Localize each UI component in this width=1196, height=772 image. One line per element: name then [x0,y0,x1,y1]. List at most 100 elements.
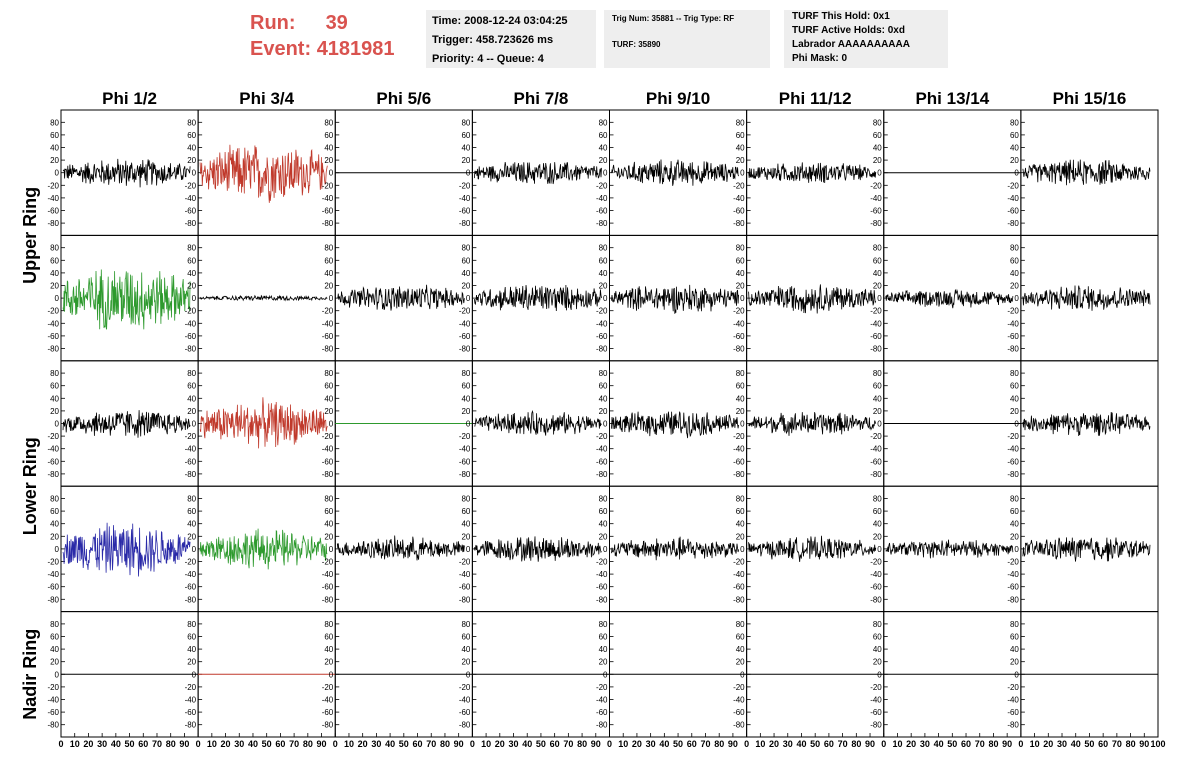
y-tick-label: -80 [47,470,59,479]
trace-waveform [1022,411,1151,437]
y-tick-label: -60 [185,708,197,717]
y-tick-label: 80 [736,118,745,127]
y-tick-label: -60 [1007,332,1019,341]
panel-r2-c1: 80 60 40 20 0 -20 -40 -60 -80 [185,360,336,487]
y-tick-label: 40 [873,520,882,529]
y-tick-label: -80 [47,721,59,730]
y-tick-label: 20 [736,156,745,165]
y-tick-label: 60 [1010,131,1019,140]
y-tick-label: -40 [185,194,197,203]
x-tick-label: 90 [591,739,601,749]
y-tick-label: 80 [187,369,196,378]
y-tick-label: -20 [185,683,197,692]
y-tick-label: 80 [324,118,333,127]
trace-waveform [62,410,191,438]
y-tick-label: 0 [877,670,882,679]
y-tick-label: 20 [736,658,745,667]
y-tick-label: -80 [870,470,882,479]
y-tick-label: -60 [596,583,608,592]
y-tick-label: -20 [185,307,197,316]
y-tick-label: 60 [324,382,333,391]
y-tick-label: 0 [1014,670,1019,679]
trace-waveform [62,158,191,188]
x-tick-label: 90 [728,739,738,749]
y-tick-label: -80 [322,721,334,730]
y-tick-label: -60 [322,332,334,341]
y-tick-label: -40 [870,445,882,454]
y-tick-label: -20 [870,181,882,190]
y-tick-label: 40 [736,269,745,278]
x-tick-label: 70 [975,739,985,749]
y-tick-label: -20 [733,432,745,441]
y-tick-label: -80 [185,721,197,730]
y-tick-label: 60 [1010,256,1019,265]
y-tick-label: 20 [599,658,608,667]
x-tick-label: 20 [83,739,93,749]
y-tick-label: -60 [459,207,471,216]
y-tick-label: 40 [187,645,196,654]
y-tick-label: -20 [596,181,608,190]
y-tick-label: -20 [1007,307,1019,316]
x-tick-label: 80 [988,739,998,749]
y-tick-label: -20 [459,307,471,316]
y-tick-label: 0 [192,420,197,429]
x-tick-label: 20 [632,739,642,749]
y-tick-label: 80 [50,369,59,378]
y-tick-label: 0 [466,169,471,178]
y-tick-label: 40 [736,144,745,153]
x-tick-label: 0 [744,739,749,749]
column-header-2: Phi 5/6 [376,89,431,108]
x-tick-label: 90 [1139,739,1149,749]
y-tick-label: 60 [50,507,59,516]
y-tick-label: 20 [599,532,608,541]
y-tick-label: -60 [870,457,882,466]
x-tick-label: 50 [536,739,546,749]
y-tick-label: -80 [322,595,334,604]
y-tick-label: -80 [322,219,334,228]
trace-waveform [611,284,739,314]
y-tick-label: -20 [596,307,608,316]
y-tick-label: 0 [329,420,334,429]
trace-waveform [62,522,191,577]
y-tick-label: -80 [870,721,882,730]
panel-r0-c5: 80 60 40 20 0 -20 -40 -60 -80 [733,109,885,236]
x-tick-label: 40 [1071,739,1081,749]
y-tick-label: -40 [733,445,745,454]
y-tick-label: 60 [461,507,470,516]
y-tick-label: -60 [47,457,59,466]
y-tick-label: 0 [740,545,745,554]
y-tick-label: 0 [55,545,60,554]
y-tick-label: 60 [1010,382,1019,391]
labrador-text: Labrador AAAAAAAAAA [792,39,910,50]
panel-r2-c4: 80 60 40 20 0 -20 -40 -60 -80 [596,360,748,487]
y-tick-label: -60 [596,332,608,341]
y-tick-label: -40 [596,194,608,203]
y-tick-label: 80 [50,620,59,629]
trace-waveform [1022,537,1151,562]
x-tick-label: 80 [303,739,313,749]
y-tick-label: -20 [322,307,334,316]
y-tick-label: -60 [185,207,197,216]
y-tick-label: -40 [1007,194,1019,203]
y-tick-label: 80 [461,118,470,127]
trace-waveform [748,162,877,184]
y-tick-label: -60 [870,207,882,216]
y-tick-label: 0 [329,294,334,303]
y-tick-label: 20 [324,156,333,165]
y-tick-label: -20 [870,307,882,316]
y-tick-label: -20 [733,558,745,567]
y-tick-label: 60 [736,382,745,391]
y-tick-label: 40 [324,269,333,278]
panel-r0-c2: 80 60 40 20 0 -20 -40 -60 -80 [322,109,473,236]
turf-info-box: TURF This Hold: 0x1 TURF Active Holds: 0… [784,10,948,68]
x-tick-label: 40 [111,739,121,749]
y-tick-label: -80 [596,470,608,479]
y-tick-label: 80 [461,369,470,378]
y-tick-label: -40 [322,319,334,328]
turf-active-text: TURF Active Holds: 0xd [792,25,905,36]
trace-waveform [611,411,739,439]
y-tick-label: 80 [324,244,333,253]
y-tick-label: 40 [461,645,470,654]
y-tick-label: -20 [1007,432,1019,441]
y-tick-label: 80 [324,369,333,378]
